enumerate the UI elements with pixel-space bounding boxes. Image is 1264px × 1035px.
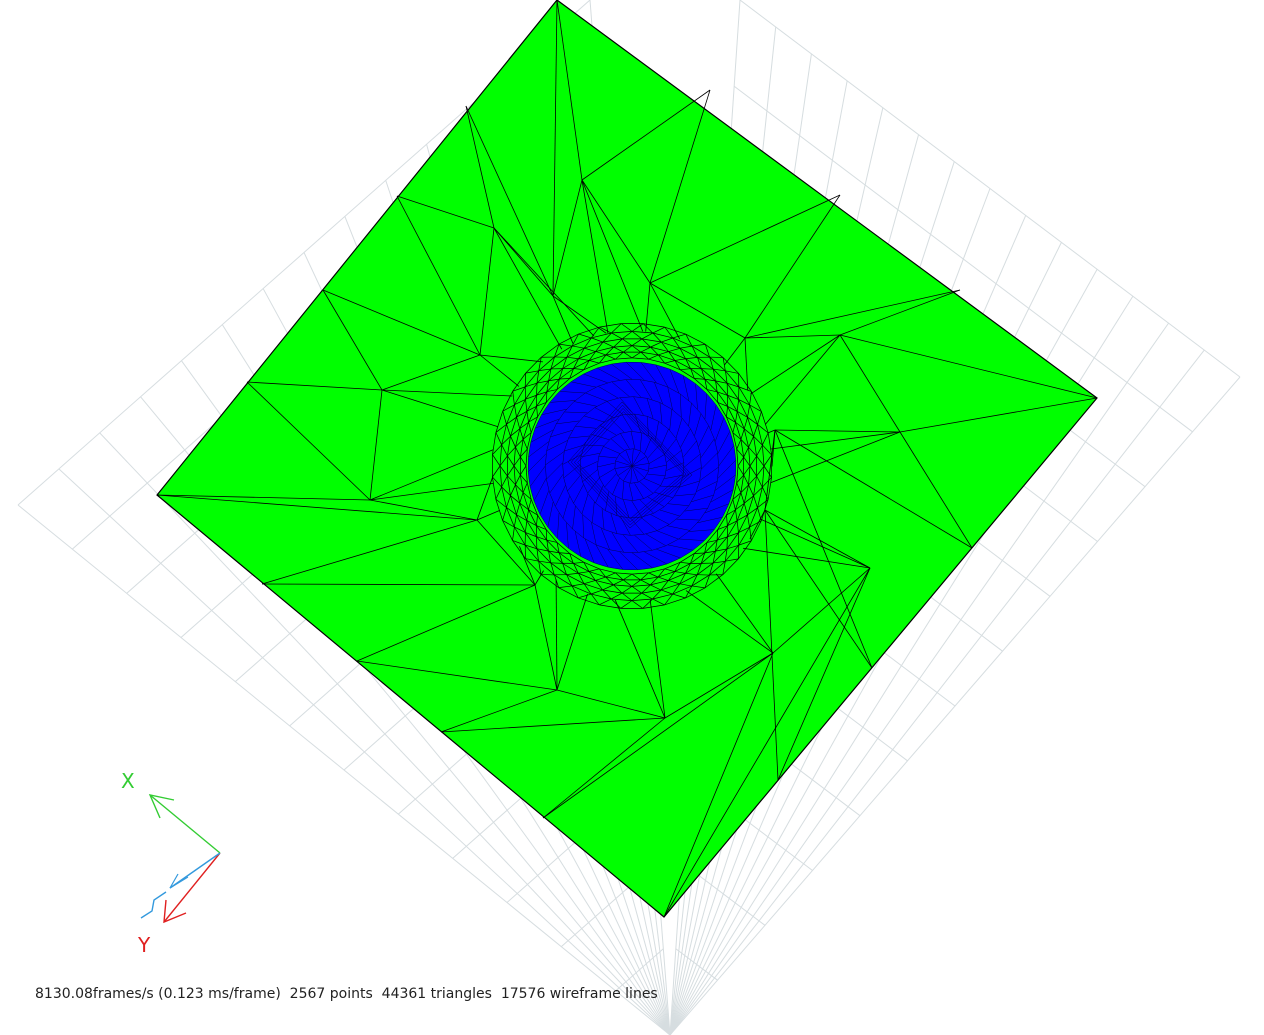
x-axis-line: [149, 794, 221, 854]
ring-wireframe-mesh: [492, 323, 772, 609]
z-axis-line: [169, 852, 221, 889]
x-axis-arrowhead: [148, 794, 175, 819]
y-axis-line: [163, 852, 221, 923]
disk-wireframe-mesh: [527, 361, 737, 571]
y-axis-arrowhead: [163, 899, 187, 924]
y-axis-label: Y: [137, 933, 151, 957]
render-stats-readout: 8130.08frames/s (0.123 ms/frame) 2567 po…: [35, 986, 658, 1002]
axis-triad: X Y: [121, 769, 221, 957]
x-axis-label: X: [121, 769, 135, 793]
plate-wireframe-mesh: [156, 0, 1098, 918]
z-axis-arrowhead: [169, 873, 189, 889]
z-axis-label-glyph: [140, 891, 167, 919]
